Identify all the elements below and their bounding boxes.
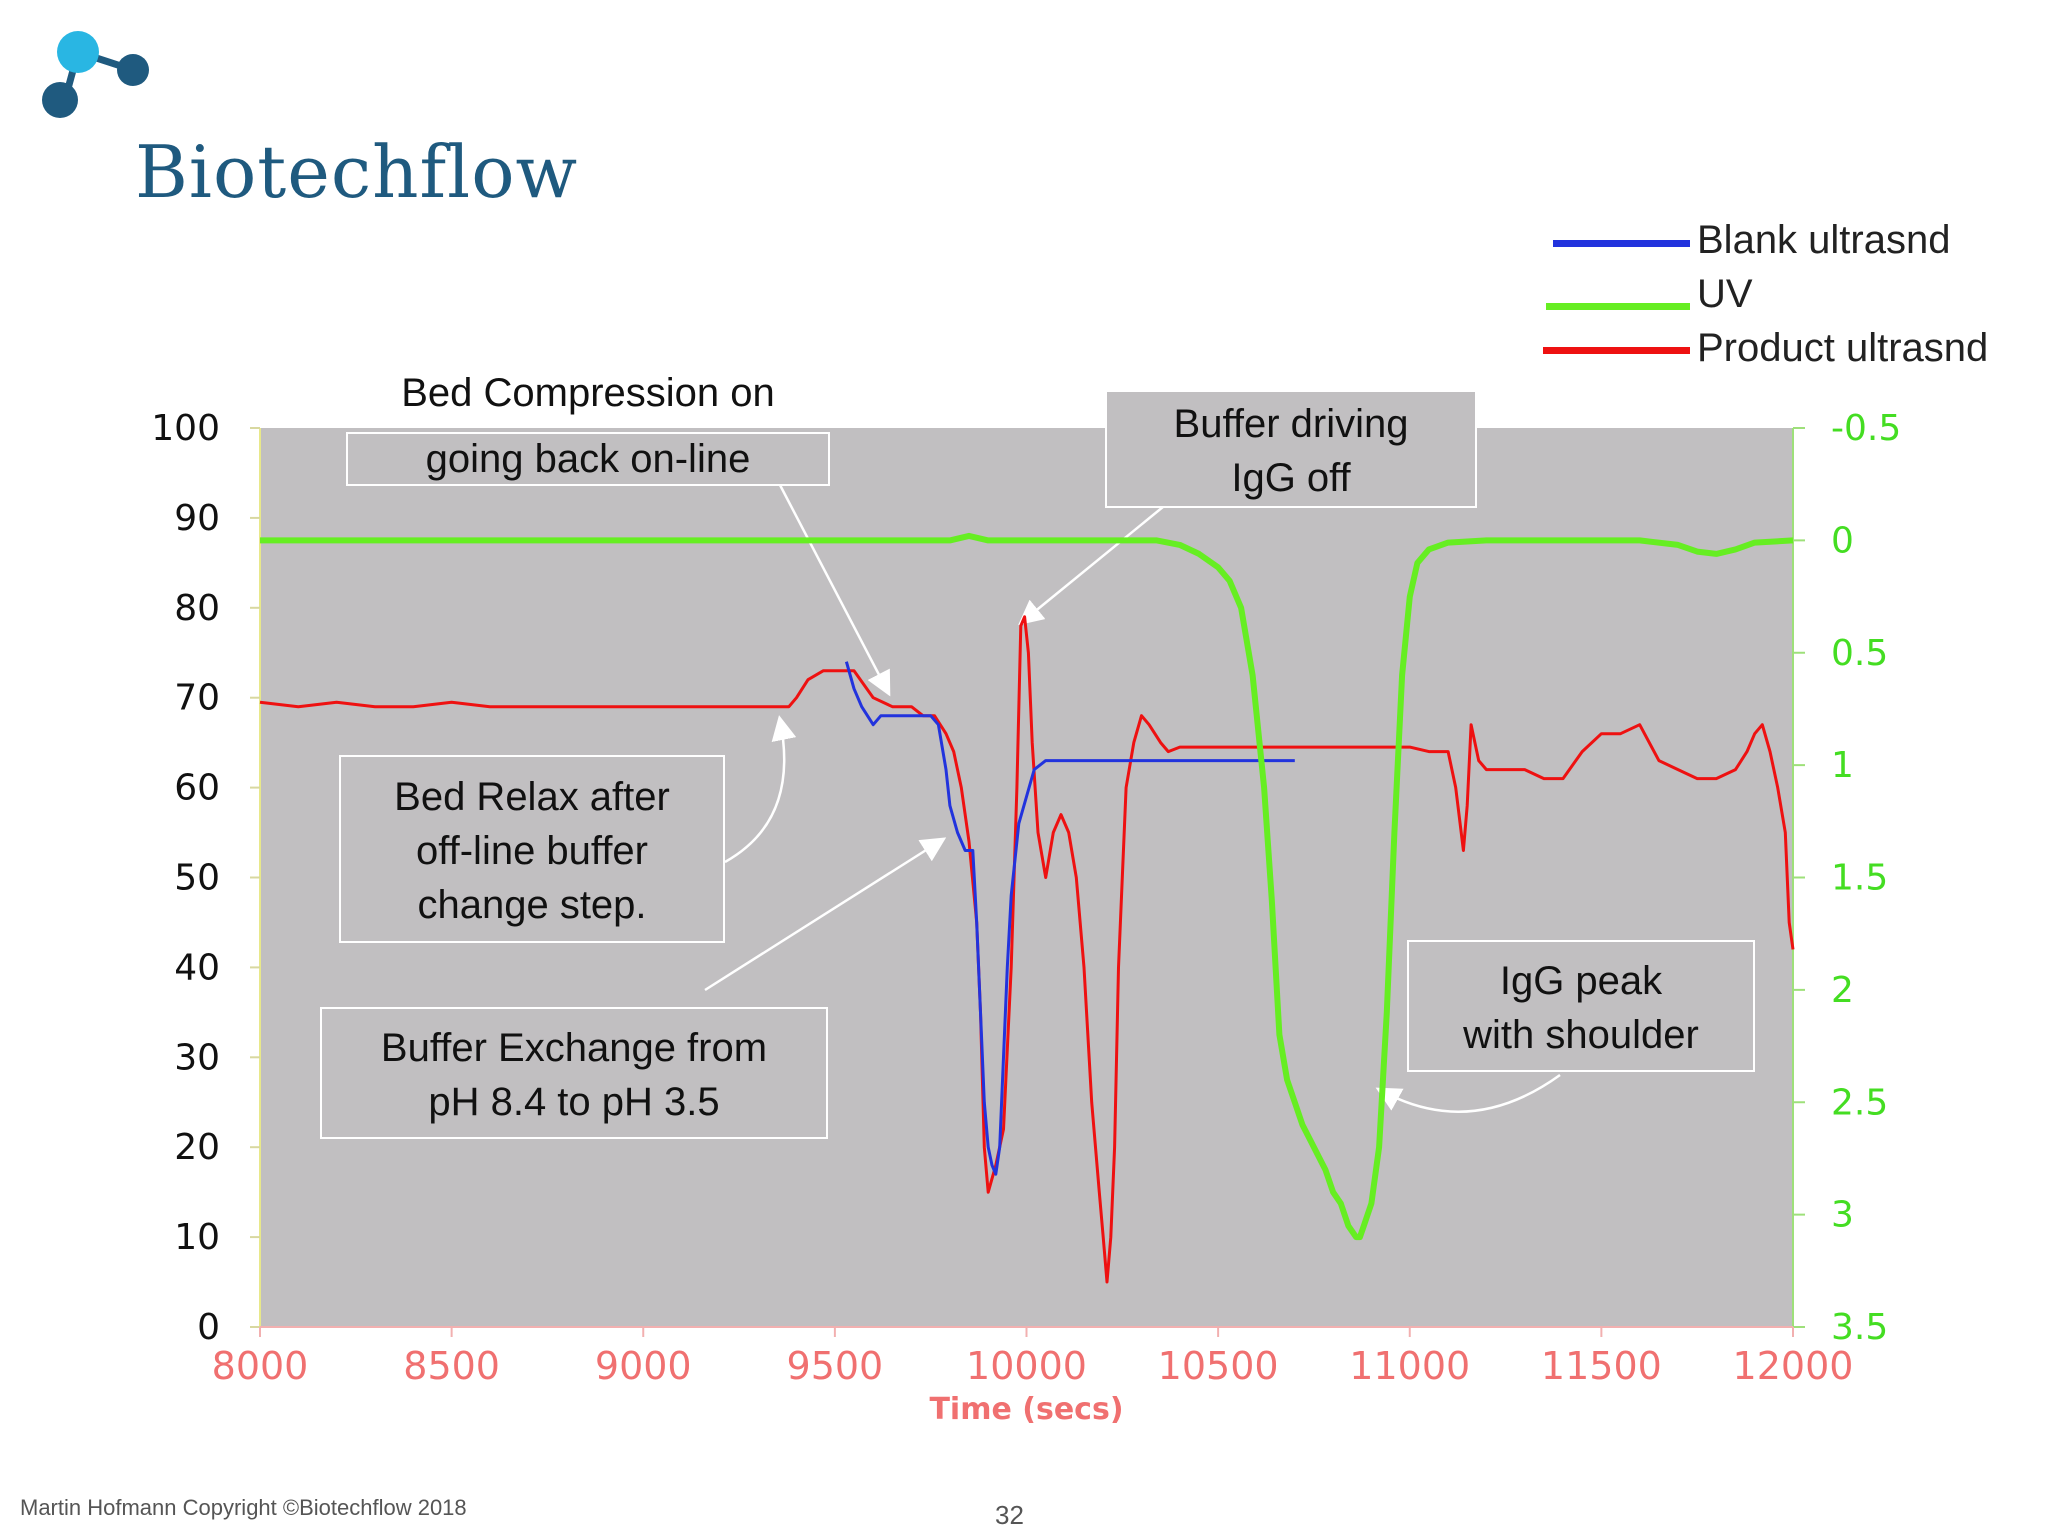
left-tick-label: 10 [174,1217,220,1258]
callout-bed-compression-box: going back on-line [346,432,830,486]
left-tick-label: 30 [174,1037,220,1078]
right-tick-label: 3.5 [1831,1307,1888,1348]
legend-swatch [1553,240,1690,247]
x-tick-label: 8500 [403,1344,500,1388]
callout-line: Buffer Exchange from [380,1026,768,1070]
callout-line: IgG off [1231,456,1351,500]
legend-swatch [1546,303,1690,310]
right-tick-label: 1.5 [1831,858,1888,899]
left-tick-label: 40 [174,947,220,988]
right-tick-label: -0.5 [1831,408,1901,449]
arrow-bed-compression [778,484,891,697]
legend-swatch [1543,347,1690,354]
left-tick-label: 70 [174,678,220,719]
callout-line: Bed Compression on [401,371,775,415]
left-tick-label: 100 [151,408,220,449]
x-tick-label: 9500 [787,1344,884,1388]
right-tick-label: 1 [1831,745,1854,786]
x-tick-label: 12000 [1733,1344,1854,1388]
x-tick-label: 10000 [966,1344,1087,1388]
arrow-bed-relax [724,715,797,864]
x-tick-label: 11500 [1541,1344,1662,1388]
left-tick-label: 60 [174,768,220,809]
legend-label: Product ultrasnd [1697,326,1989,370]
left-tick-label: 90 [174,498,220,539]
callout-line: going back on-line [425,437,751,481]
callout-line: Buffer driving [1173,402,1409,446]
callout-line: with shoulder [1463,1013,1699,1057]
brand-name: Biotechflow [135,130,579,214]
left-tick-label: 0 [197,1307,220,1348]
page-number: 32 [995,1500,1024,1530]
right-tick-label: 0 [1831,520,1854,561]
footer-copyright: Martin Hofmann Copyright ©Biotechflow 20… [20,1495,467,1520]
callout-line: IgG peak [1499,959,1663,1003]
molecule-logo-icon [42,31,149,118]
arrow-buffer-exchange [704,837,947,992]
series-line-uv [260,532,1794,1241]
callout-igg-peak-box: IgG peak with shoulder [1407,940,1755,1072]
left-tick-label: 50 [174,858,220,899]
callout-line: Bed Relax after [394,775,670,819]
callout-line: change step. [417,883,647,927]
x-tick-label: 10500 [1158,1344,1279,1388]
right-tick-label: 2.5 [1831,1082,1888,1123]
series-line-product-ultrasnd [259,615,1795,1284]
biotechflow-logo [40,30,560,210]
right-tick-label: 0.5 [1831,633,1888,674]
arrow-igg-peak [1375,1073,1561,1113]
callout-line: off-line buffer [415,829,648,873]
left-tick-label: 20 [174,1127,220,1168]
legend-label: UV [1697,272,1753,316]
right-tick-label: 2 [1831,970,1854,1011]
x-tick-label: 9000 [595,1344,692,1388]
series-line-blank-ultrasnd [844,661,1295,1176]
x-axis-label: Time (secs) [929,1392,1123,1427]
right-tick-label: 3 [1831,1195,1854,1236]
callout-buffer-driving-box: Buffer driving IgG off [1105,390,1477,508]
x-tick-label: 8000 [212,1344,309,1388]
callout-bed-relax-box: Bed Relax after off-line buffer change ste… [339,755,725,943]
legend-label: Blank ultrasnd [1697,218,1951,262]
x-tick-label: 11000 [1349,1344,1470,1388]
callout-buffer-exchange-box: Buffer Exchange from pH 8.4 to pH 3.5 [320,1007,828,1139]
callout-line: pH 8.4 to pH 3.5 [428,1080,720,1124]
left-tick-label: 80 [174,588,220,629]
